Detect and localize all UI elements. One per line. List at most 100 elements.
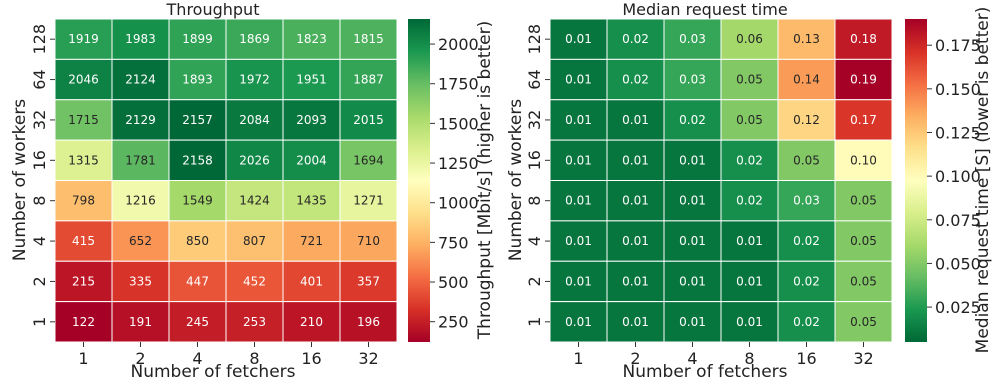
- request-time-colorbar: [905, 19, 927, 342]
- colorbar-tick-label: 500: [438, 273, 469, 292]
- heatmap-cell: [111, 58, 170, 101]
- heatmap-cell: [606, 139, 665, 181]
- cell-value-label: 215: [72, 274, 95, 288]
- colorbar-tick-label: 0.050: [935, 254, 981, 273]
- heatmap-cell: [225, 99, 284, 141]
- cell-value-label: 0.02: [736, 153, 763, 167]
- heatmap-cell: [549, 18, 608, 60]
- y-tick-label: 1: [30, 317, 49, 327]
- heatmap-cell: [111, 99, 170, 141]
- cell-value-label: 1424: [239, 194, 270, 208]
- cell-value-label: 1815: [353, 32, 384, 46]
- heatmap-cell: [225, 301, 284, 343]
- y-tick-label: 64: [525, 69, 544, 89]
- x-tick-label: 32: [358, 349, 378, 368]
- request-time-colorbar-label: Median request time [S] (lower is better…: [973, 7, 993, 354]
- colorbar-tick-label: 1500: [438, 114, 479, 133]
- cell-value-label: 122: [72, 315, 95, 329]
- y-tick-label: 16: [525, 150, 544, 170]
- cell-value-label: 0.05: [736, 73, 763, 87]
- request-time-chart-title: Median request time: [622, 0, 787, 19]
- cell-value-label: 807: [243, 234, 266, 248]
- cell-value-label: 0.01: [679, 194, 706, 208]
- x-tick-label: 16: [796, 349, 816, 368]
- heatmap-cell: [54, 220, 113, 262]
- cell-value-label: 2046: [68, 73, 99, 87]
- heatmap-cell: [834, 99, 893, 141]
- colorbar-tick-label: 250: [438, 313, 469, 332]
- cell-value-label: 850: [186, 234, 209, 248]
- throughput-chart-title: Throughput: [166, 0, 260, 19]
- x-tick-label: 1: [78, 349, 88, 368]
- colorbar-tick-label: 1750: [438, 75, 479, 94]
- heatmap-cell: [225, 260, 284, 303]
- heatmap-cell: [282, 180, 341, 222]
- cell-value-label: 0.05: [850, 234, 877, 248]
- cell-value-label: 0.01: [736, 274, 763, 288]
- cell-value-label: 2004: [296, 153, 327, 167]
- y-tick-label: 2: [30, 276, 49, 286]
- heatmap-cell: [663, 220, 722, 262]
- colorbar-tick-label: 2000: [438, 35, 479, 54]
- cell-value-label: 2015: [353, 113, 384, 127]
- cell-value-label: 245: [186, 315, 209, 329]
- cell-value-label: 0.01: [565, 113, 592, 127]
- cell-value-label: 335: [129, 274, 152, 288]
- x-tick-label: 4: [192, 349, 202, 368]
- cell-value-label: 2084: [239, 113, 270, 127]
- cell-value-label: 0.02: [793, 274, 820, 288]
- cell-value-label: 1951: [296, 73, 327, 87]
- heatmap-cell: [168, 301, 227, 343]
- cell-value-label: 2157: [182, 113, 213, 127]
- heatmap-cell: [282, 139, 341, 181]
- y-tick-label: 4: [525, 236, 544, 246]
- cell-value-label: 1694: [353, 153, 384, 167]
- heatmap-cell: [339, 260, 398, 303]
- y-tick-label: 32: [30, 110, 49, 130]
- cell-value-label: 0.12: [793, 113, 820, 127]
- cell-value-label: 1216: [125, 194, 156, 208]
- cell-value-label: 1893: [182, 73, 213, 87]
- throughput-heatmap-panel: Throughput 1919 1983 1899 1869 1823 1815 2046 2…: [10, 0, 495, 382]
- heatmap-cell: [282, 301, 341, 343]
- heatmap-cell: [339, 58, 398, 101]
- colorbar-tick-label: 0.075: [935, 211, 981, 230]
- cell-value-label: 1781: [125, 153, 156, 167]
- heatmap-cell: [777, 180, 836, 222]
- cell-value-label: 0.14: [793, 73, 820, 87]
- cell-value-label: 1919: [68, 32, 99, 46]
- cell-value-label: 0.02: [679, 113, 706, 127]
- x-tick-label: 1: [573, 349, 583, 368]
- cell-value-label: 0.01: [565, 315, 592, 329]
- cell-value-label: 1271: [353, 194, 384, 208]
- heatmap-cell: [549, 301, 608, 343]
- throughput-x-axis-label: Number of fetchers: [130, 362, 295, 382]
- cell-value-label: 2026: [239, 153, 270, 167]
- colorbar-tick-label: 0.175: [935, 36, 981, 55]
- throughput-heatmap-cells: 1919 1983 1899 1869 1823 1815 2046 2124 1893 1972…: [54, 18, 398, 343]
- y-tick-label: 8: [525, 196, 544, 206]
- cell-value-label: 0.01: [565, 32, 592, 46]
- heatmap-cell: [168, 18, 227, 60]
- cell-value-label: 0.01: [679, 315, 706, 329]
- heatmap-cell: [834, 301, 893, 343]
- cell-value-label: 0.18: [850, 32, 877, 46]
- cell-value-label: 0.01: [679, 274, 706, 288]
- heatmap-cell: [168, 180, 227, 222]
- throughput-colorbar: [408, 19, 430, 342]
- cell-value-label: 415: [72, 234, 95, 248]
- cell-value-label: 0.01: [736, 315, 763, 329]
- heatmap-cell: [225, 180, 284, 222]
- heatmap-cell: [720, 58, 779, 101]
- cell-value-label: 0.13: [793, 32, 820, 46]
- cell-value-label: 0.01: [565, 274, 592, 288]
- cell-value-label: 0.10: [850, 153, 877, 167]
- cell-value-label: 0.05: [850, 194, 877, 208]
- heatmap-cell: [606, 99, 665, 141]
- cell-value-label: 0.01: [565, 194, 592, 208]
- cell-value-label: 2093: [296, 113, 327, 127]
- cell-value-label: 1315: [68, 153, 99, 167]
- cell-value-label: 721: [300, 234, 323, 248]
- request-time-y-tick-labels: 128 64 32 16 8 4 2 1: [525, 24, 550, 327]
